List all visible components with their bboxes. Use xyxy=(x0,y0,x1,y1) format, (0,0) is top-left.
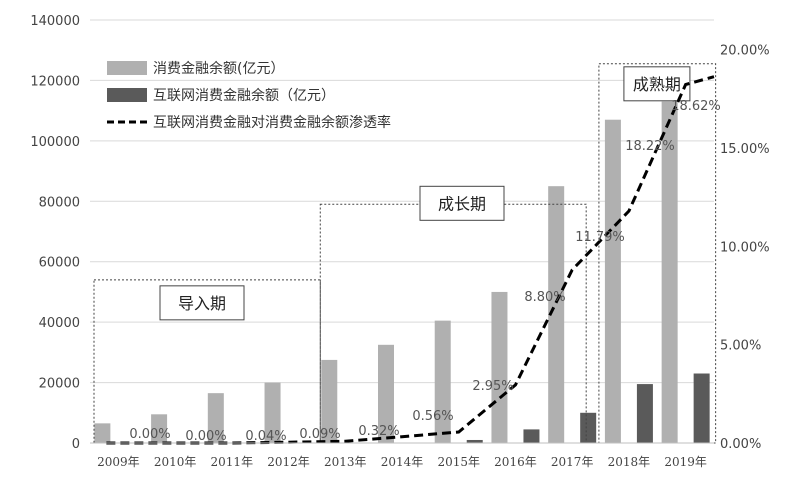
right-tick-label: 10.00% xyxy=(720,240,770,255)
legend-swatch xyxy=(107,61,147,75)
right-tick-label: 0.00% xyxy=(720,437,761,452)
consumer-finance-bar xyxy=(94,423,111,443)
x-tick-label: 2017年 xyxy=(551,455,594,469)
phase-label-box xyxy=(623,66,691,102)
penetration-data-label: 18.22% xyxy=(625,139,675,154)
x-tick-label: 2009年 xyxy=(97,455,140,469)
x-tick-label: 2011年 xyxy=(211,455,254,469)
legend: 消费金融余额(亿元） 互联网消费金融余额（亿元） 互联网消费金融对消费金融余额渗透率 xyxy=(107,60,391,131)
phase-label: 成长期 xyxy=(438,194,486,213)
legend-label: 互联网消费金融对消费金融余额渗透率 xyxy=(153,114,391,131)
phase-label: 成熟期 xyxy=(633,75,681,94)
data-labels: 0.00% 0.00% 0.04% 0.09% 0.32% 0.56% 2.95% 8.80%… xyxy=(129,99,720,444)
internet-finance-bar xyxy=(466,439,483,443)
consumer-finance-bar xyxy=(264,382,281,443)
x-tick-label: 2014年 xyxy=(381,455,424,469)
phase-label: 导入期 xyxy=(178,294,226,313)
penetration-data-label: 8.80% xyxy=(524,290,565,305)
phase-box xyxy=(93,279,321,444)
x-tick-label: 2019年 xyxy=(664,455,707,469)
consumer-finance-bar xyxy=(434,320,451,443)
legend-swatch xyxy=(107,88,147,102)
phase-label-box xyxy=(419,185,505,221)
internet-finance-bar xyxy=(636,384,653,443)
left-tick-label: 140000 xyxy=(30,14,80,29)
penetration-data-label: 18.62% xyxy=(671,99,721,114)
x-tick-label: 2018年 xyxy=(608,455,651,469)
left-tick-label: 80000 xyxy=(39,195,80,210)
internet-finance-bar xyxy=(693,373,710,443)
left-tick-label: 20000 xyxy=(39,377,80,392)
x-tick-label: 2012年 xyxy=(267,455,310,469)
grid-lines xyxy=(90,19,714,384)
left-tick-label: 60000 xyxy=(39,256,80,271)
axes: 0 20000 40000 60000 80000 100000 120000 140000 0… xyxy=(30,14,769,469)
penetration-line xyxy=(106,75,715,445)
phase-boxes: 导入期 成长期 成熟期 xyxy=(93,63,717,444)
penetration-data-label: 0.32% xyxy=(358,424,399,439)
penetration-data-label: 0.00% xyxy=(185,429,226,444)
consumer-finance-bar xyxy=(378,344,394,443)
left-tick-label: 120000 xyxy=(30,74,80,89)
penetration-data-label: 11.79% xyxy=(575,230,625,245)
x-tick-label: 2015年 xyxy=(437,455,480,469)
consumer-finance-bar xyxy=(604,119,621,443)
x-tick-label: 2016年 xyxy=(494,455,537,469)
right-tick-label: 20.00% xyxy=(720,44,770,59)
consumer-finance-bar xyxy=(151,414,168,443)
penetration-polyline xyxy=(106,75,715,445)
legend-label: 互联网消费金融余额（亿元） xyxy=(153,87,335,104)
left-tick-label: 100000 xyxy=(30,135,80,150)
penetration-data-label: 0.04% xyxy=(245,429,286,444)
legend-label: 消费金融余额(亿元） xyxy=(153,60,284,77)
left-tick-label: 40000 xyxy=(39,316,80,331)
phase-label-box xyxy=(159,285,245,321)
x-tick-label: 2010年 xyxy=(154,455,197,469)
x-tick-label: 2013年 xyxy=(324,455,367,469)
bars xyxy=(94,101,710,443)
consumer-finance-bar xyxy=(548,186,565,443)
right-tick-label: 15.00% xyxy=(720,142,770,157)
consumer-finance-bar xyxy=(491,291,508,443)
penetration-data-label: 0.56% xyxy=(412,409,453,424)
internet-finance-bar xyxy=(523,429,540,443)
right-tick-label: 5.00% xyxy=(720,339,761,354)
left-tick-label: 0 xyxy=(72,437,80,452)
consumer-finance-bar xyxy=(321,359,338,443)
consumer-finance-bar xyxy=(207,393,224,443)
penetration-data-label: 2.95% xyxy=(472,379,513,394)
consumer-finance-bar xyxy=(661,101,678,443)
penetration-data-label: 0.09% xyxy=(299,427,340,442)
internet-finance-bar xyxy=(580,412,597,443)
penetration-data-label: 0.00% xyxy=(129,427,170,442)
